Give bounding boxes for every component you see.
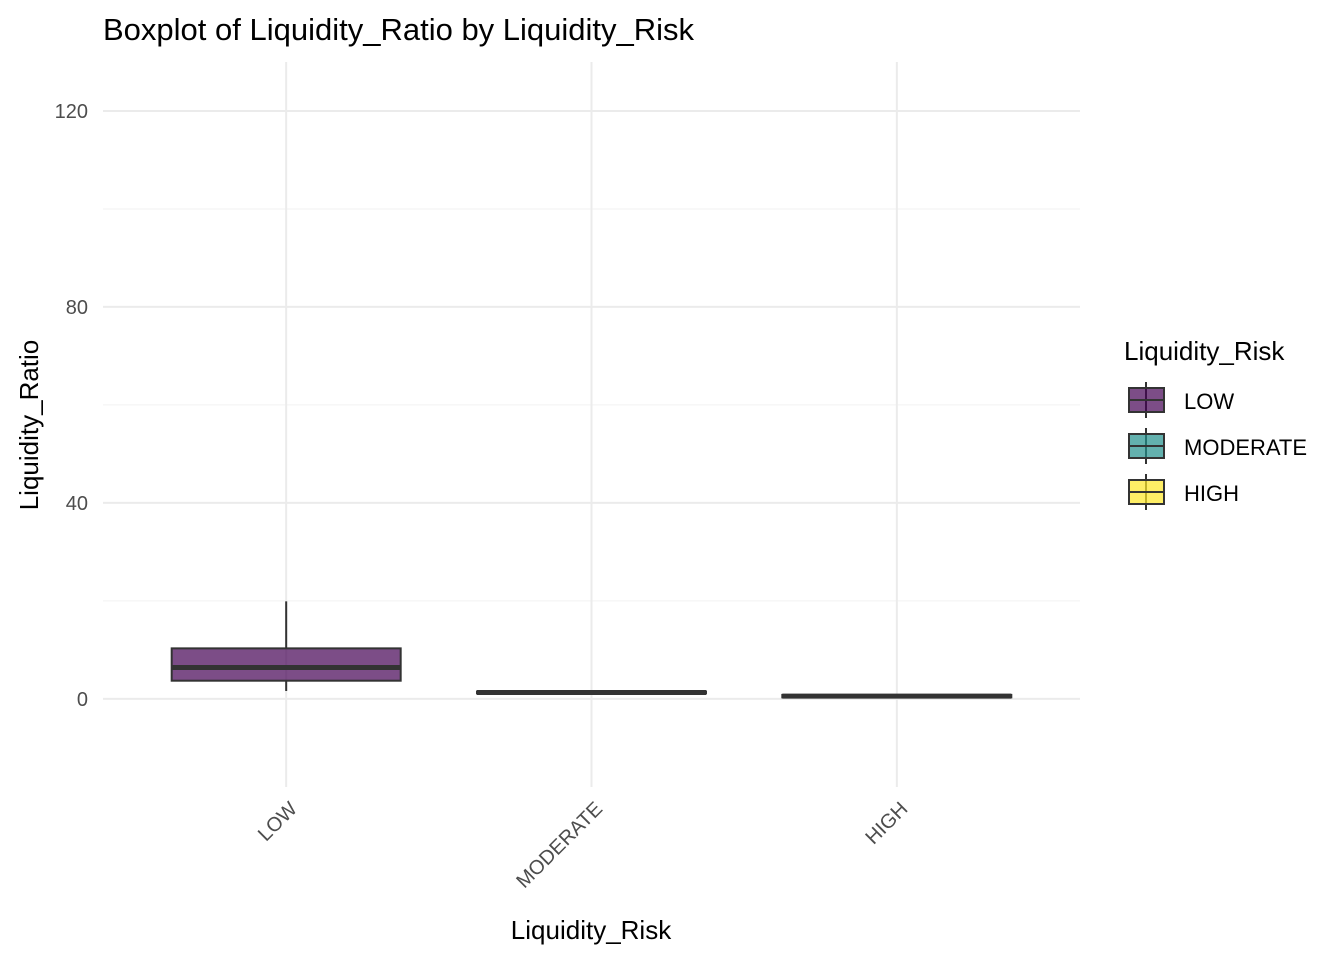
y-axis-title: Liquidity_Ratio [14,340,44,511]
legend-label: MODERATE [1184,435,1307,460]
grid-lines [103,62,1080,787]
legend-label: HIGH [1184,481,1239,506]
x-axis-ticks: LOW MODERATE HIGH [254,798,912,893]
legend-title: Liquidity_Risk [1124,336,1285,366]
legend: Liquidity_Risk LOW MODERATE HIGH [1124,336,1307,510]
x-tick-label: LOW [254,798,302,846]
y-tick-label: 40 [66,493,88,515]
box-high [781,693,1013,699]
y-tick-label: 80 [66,297,88,319]
box-low [170,601,402,691]
y-axis-ticks: 0 40 80 120 [55,101,88,711]
x-tick-label: MODERATE [512,798,607,893]
y-tick-label: 0 [77,689,88,711]
y-tick-label: 120 [55,101,88,123]
legend-item-high: HIGH [1128,474,1239,510]
chart-title: Boxplot of Liquidity_Ratio by Liquidity_… [103,12,695,47]
box-body [170,647,402,682]
legend-item-moderate: MODERATE [1128,428,1307,464]
legend-label: LOW [1184,389,1234,414]
box-moderate [476,689,707,695]
boxes [170,601,1013,699]
legend-item-low: LOW [1128,382,1234,418]
x-tick-label: HIGH [861,798,912,849]
x-axis-title: Liquidity_Risk [511,915,672,945]
